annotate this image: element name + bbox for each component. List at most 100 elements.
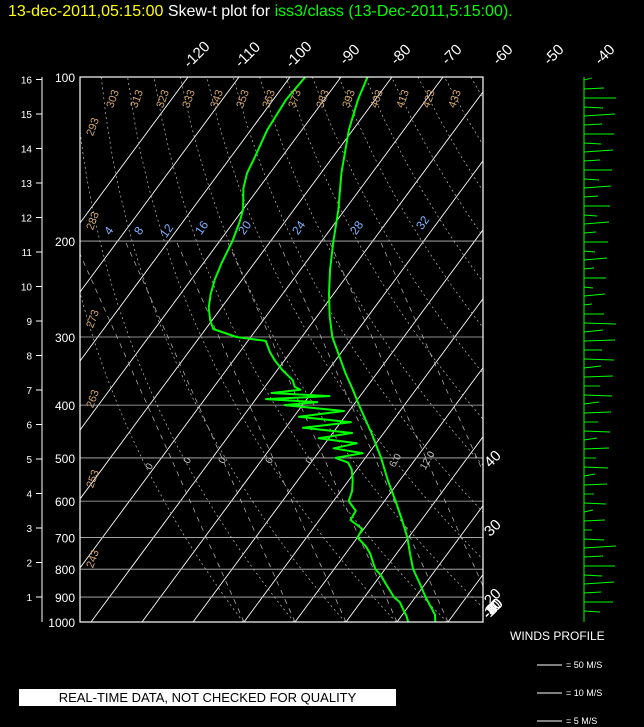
moist-line--30 xyxy=(80,253,245,622)
height-label-11: 11 xyxy=(22,248,33,259)
wind-barb xyxy=(583,581,615,585)
wind-barb xyxy=(583,123,603,126)
wind-legend-text-0: = 50 M/S xyxy=(566,660,602,670)
wind-barb xyxy=(583,365,602,369)
height-label-5: 5 xyxy=(26,455,32,466)
theta-label-273: 273 xyxy=(84,308,102,329)
theta-line-333 xyxy=(285,77,483,420)
wind-barb xyxy=(583,77,593,81)
theta-line-243 xyxy=(80,291,244,622)
wind-barb xyxy=(583,519,606,522)
mixing-ratio-label-3: 16 xyxy=(192,218,211,237)
wind-barb xyxy=(583,430,611,433)
wind-barb xyxy=(583,483,608,486)
mixing-ratio-label-6: 28 xyxy=(347,218,366,237)
theta-label-343: 343 xyxy=(208,88,226,109)
theta-label-333: 333 xyxy=(180,88,198,109)
chart-title: 13-dec-2011,05:15:00 Skew-t plot for iss… xyxy=(8,3,513,21)
theta-label-403: 403 xyxy=(368,88,386,109)
temp-label--50: -50 xyxy=(540,41,567,68)
wind-barb xyxy=(583,466,609,469)
pressure-label-100: 100 xyxy=(55,71,75,85)
theta-line-253 xyxy=(80,128,295,622)
theta-label-263: 263 xyxy=(84,388,102,409)
theta-line-373 xyxy=(391,77,483,238)
temp-label--120: -120 xyxy=(180,38,213,71)
theta-label-253: 253 xyxy=(84,468,102,489)
temp-label--60: -60 xyxy=(489,41,516,68)
wind-barb xyxy=(583,195,599,198)
theta-label-433: 433 xyxy=(446,88,464,109)
isotherm-20 xyxy=(499,77,644,622)
title-paren-date: (13-Dec-2011,5:15:00). xyxy=(348,3,513,20)
wind-barb xyxy=(583,437,598,441)
guide-lines xyxy=(80,77,644,622)
wind-barb xyxy=(583,178,600,181)
theta-label-363: 363 xyxy=(260,88,278,109)
height-label-15: 15 xyxy=(21,110,33,121)
wind-barb xyxy=(583,293,606,297)
height-label-13: 13 xyxy=(21,179,33,190)
height-label-16: 16 xyxy=(21,76,33,87)
wind-barb xyxy=(583,339,616,342)
height-label-7: 7 xyxy=(26,386,32,397)
wind-barb xyxy=(583,286,594,289)
wind-barb xyxy=(583,447,610,450)
wind-barb xyxy=(583,185,612,189)
wind-barb xyxy=(583,329,604,333)
isotherm--10 xyxy=(345,435,483,622)
wind-barb xyxy=(583,502,607,505)
winds-title: WINDS PROFILE xyxy=(510,629,605,643)
series-dewpoint xyxy=(207,77,410,622)
pressure-label-500: 500 xyxy=(55,452,75,466)
moist-line-10 xyxy=(277,240,449,622)
title-station: iss3/class xyxy=(274,3,344,20)
pressure-label-900: 900 xyxy=(55,591,75,605)
isotherm--80 xyxy=(80,77,393,500)
adiabat-label-4: 0 xyxy=(304,455,317,466)
height-label-1: 1 xyxy=(26,593,32,604)
adiabat-label-2: 0 xyxy=(217,455,230,466)
wind-barb xyxy=(583,574,603,577)
theta-label-423: 423 xyxy=(420,88,438,109)
moist-line--10 xyxy=(175,240,347,622)
wind-barb xyxy=(583,159,601,162)
temp-label--80: -80 xyxy=(387,41,414,68)
theta-label-303: 303 xyxy=(104,88,122,109)
wind-legend-text-2: = 5 M/S xyxy=(566,716,597,726)
title-date: 13-dec-2011,05:15:00 xyxy=(8,3,164,20)
wind-barb xyxy=(583,591,602,594)
wind-barb xyxy=(583,610,601,613)
temp-label--70: -70 xyxy=(438,41,465,68)
winds-profile: WINDS PROFILE = 50 M/S = 10 M/S = 5 M/S xyxy=(510,77,617,726)
wind-barb xyxy=(583,401,600,405)
height-label-3: 3 xyxy=(26,524,32,535)
wind-barb xyxy=(583,142,602,145)
isotherm--110 xyxy=(80,77,240,293)
theta-label-383: 383 xyxy=(314,88,332,109)
mixing-ratio-label-4: 20 xyxy=(235,218,254,237)
mixing-ratio-label-0: 4 xyxy=(101,224,116,238)
pressure-label-700: 700 xyxy=(55,532,75,546)
isotherm--120 xyxy=(80,77,189,224)
theta-label-373: 373 xyxy=(286,88,304,109)
theta-line-353 xyxy=(338,77,483,329)
pressure-label-300: 300 xyxy=(55,331,75,345)
adiabat-label-0: 0 xyxy=(144,461,157,472)
temp-label--90: -90 xyxy=(336,41,363,68)
wind-barb xyxy=(583,358,615,361)
theta-line-393 xyxy=(444,77,483,146)
isotherm-40 xyxy=(601,77,644,622)
theta-line-273 xyxy=(127,77,397,622)
pressure-label-600: 600 xyxy=(55,495,75,509)
wind-barb xyxy=(583,322,617,325)
temp-label--100: -100 xyxy=(282,38,315,71)
wind-barb xyxy=(583,394,613,397)
theta-line-343 xyxy=(312,77,483,374)
isotherm--90 xyxy=(80,77,342,431)
wind-barb xyxy=(583,473,596,477)
plot-frame xyxy=(79,76,484,623)
height-label-8: 8 xyxy=(26,352,32,363)
theta-line-263 xyxy=(100,77,346,622)
